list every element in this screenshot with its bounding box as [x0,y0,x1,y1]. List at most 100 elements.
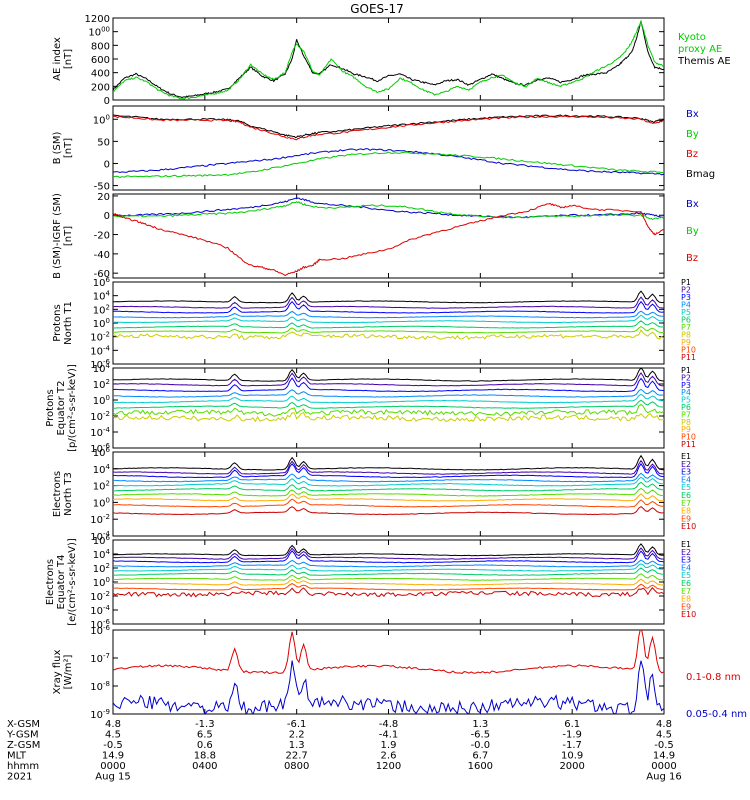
footer-value: 4.5 [105,730,121,741]
legend-entry: P3 [681,381,691,390]
footer-value: -1.7 [562,740,582,751]
series-line-bz [113,202,664,277]
y-tick-label: 104 [93,290,111,303]
y-tick-label: 10-7 [90,652,110,665]
ephemeris-footer: X-GSM 4.8 -1.3 -6.1 -4.8 1.3 6.1 4.8 Y-GSM 4.5 6.5… [6,719,682,783]
panel-frame [112,281,665,365]
y-tick-label: 400 [91,69,110,80]
footer-value: 1.3 [289,740,305,751]
legend-entry: P2 [681,373,691,382]
y-tick-label: 0 [104,159,110,170]
legend-entry: E3 [681,556,691,565]
y-tick-label: 102 [93,303,110,316]
series-line-e7 [113,487,664,497]
y-axis-label: ElectronsNorth T3 [52,471,74,517]
footer-value: 1.9 [381,740,397,751]
y-tick-label: 100 [93,576,110,589]
legend-entry: P6 [681,316,691,325]
y-tick-label: 10-6 [90,358,110,371]
y-tick-label: -20 [94,231,110,242]
y-tick-label: 10-4 [90,604,110,617]
panel-frame [112,17,665,101]
legend-entry: E2 [681,460,691,469]
legend-entry: 0.1-0.8 nm [686,672,741,683]
footer-row-label: Z-GSM [7,740,40,751]
series-line-p2 [113,372,664,387]
legend-entry: E10 [681,522,696,531]
series-line-kyoto-proxy-ae [113,20,664,100]
footer-value: -4.8 [379,719,399,730]
series-line-by [113,151,664,178]
series-group [113,454,664,516]
footer-value: 22.7 [286,751,308,762]
series-line-e8 [113,493,664,502]
panel-2: -50 0 50 100 B (SM)[nT] Bx By Bz Bmag [52,105,715,193]
series-line-by [113,201,664,221]
legend-entry: E2 [681,548,691,557]
y-tick-label: 10-2 [90,590,110,603]
footer-value: -4.1 [379,730,399,741]
series-line-p4 [113,310,664,319]
footer-date-start: Aug 15 [95,772,130,783]
series-group [113,630,664,714]
y-tick-label: 600 [91,55,110,66]
y-axis-label: B (SM)-IGRF (SM)[nT] [52,193,74,279]
footer-value: 1.3 [472,719,488,730]
series-line-bz [113,115,664,141]
y-axis-label: ElectronsEquator T4[e/(cm²-s-sr-keV)] [45,538,78,626]
series-line-e3 [113,462,664,479]
legend-entry: P1 [681,278,691,287]
legend-entry: E6 [681,491,691,500]
footer-date-end: Aug 16 [646,772,681,783]
series-line-0-05-0-4-nm [113,660,664,714]
footer-value: 0000 [100,761,125,772]
y-tick-label: 10-2 [90,331,110,344]
series-group [113,197,664,277]
series-line-0-1-0-8-nm [113,630,664,675]
series-line-p8 [113,412,664,423]
y-tick-label: 106 [93,446,111,459]
series-line-p1 [113,290,664,304]
series-line-p8 [113,329,664,341]
series-line-p7 [113,403,664,417]
legend-entry: P6 [681,403,691,412]
plot-title: GOES-17 [350,2,404,16]
series-group [113,543,664,598]
y-tick-label: 104 [93,463,111,476]
series-group [113,114,664,178]
legend-entry: E1 [681,452,691,461]
y-axis-label: ProtonsNorth T1 [52,301,74,345]
series-line-p7 [113,326,664,334]
footer-value: 4.5 [656,730,672,741]
footer-value: 6.7 [472,751,488,762]
legend-entry: By [686,226,699,237]
y-axis-label: Xray flux[W/m²] [52,650,74,695]
footer-value: 2.6 [381,751,397,762]
legend-entry: P5 [681,308,691,317]
y-tick-label: 10-2 [90,410,110,423]
footer-year: 2021 [7,772,32,783]
series-line-p3 [113,300,664,314]
footer-row-label: hhmm [7,761,39,772]
series-line-e5 [113,563,664,572]
footer-value: -0.5 [654,740,674,751]
legend-entry: Bx [686,199,699,210]
y-tick-label: 10-6 [90,624,110,637]
y-tick-label: 106 [93,534,111,547]
footer-value: 1600 [468,761,493,772]
legend-entry: P5 [681,396,691,405]
legend-entry: P1 [681,366,691,375]
y-tick-label: 10-8 [90,680,110,693]
y-tick-label: 100 [93,394,110,407]
y-tick-label: 0 [104,211,110,222]
y-tick-label: 10-6 [90,618,110,631]
series-line-e1 [113,543,664,557]
legend-entry: P8 [681,331,691,340]
legend-entry: E5 [681,571,691,580]
series-group [113,19,664,100]
legend-entry: P8 [681,418,691,427]
series-line-e9 [113,498,664,508]
footer-value: 18.8 [194,751,216,762]
